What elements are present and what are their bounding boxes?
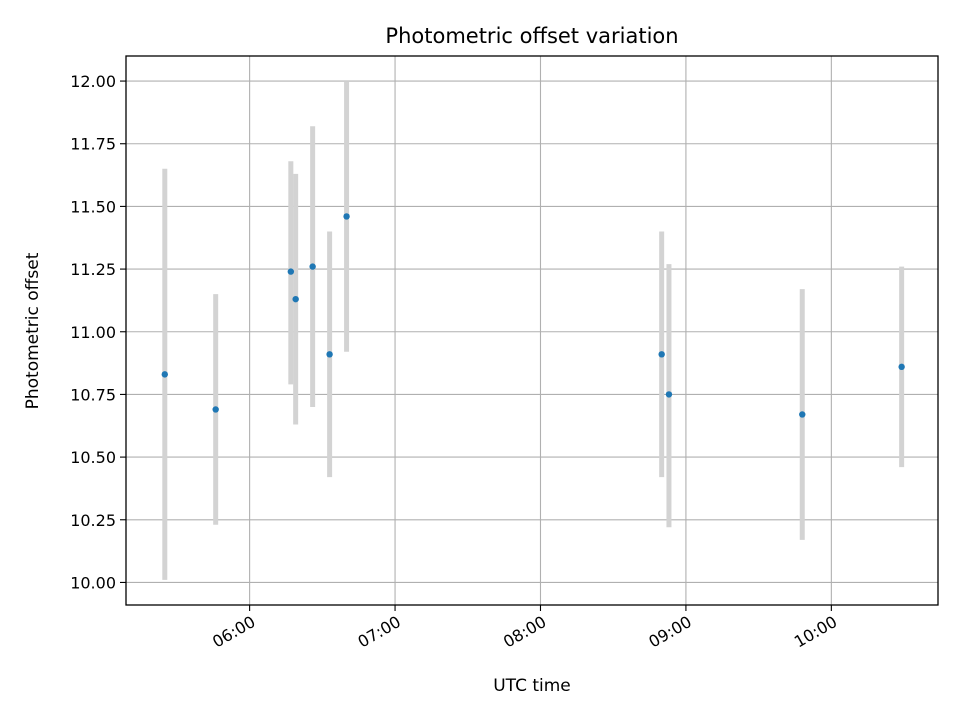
- y-tick-label: 12.00: [70, 72, 116, 91]
- data-point: [309, 263, 316, 270]
- y-tick-label: 11.00: [70, 323, 116, 342]
- data-point: [287, 268, 295, 275]
- y-axis-title: Photometric offset: [23, 252, 43, 409]
- data-point: [326, 351, 333, 358]
- y-tick-label: 10.75: [70, 385, 116, 404]
- y-tick-label: 10.50: [70, 448, 116, 467]
- y-tick-label: 11.50: [70, 197, 116, 216]
- data-point: [212, 406, 219, 413]
- plot-frame: [125, 55, 939, 606]
- data-point: [343, 213, 350, 220]
- data-point: [161, 371, 168, 378]
- y-tick-label: 11.75: [70, 135, 116, 154]
- data-point: [898, 363, 905, 371]
- chart-title: Photometric offset variation: [385, 24, 678, 48]
- grid: [126, 56, 938, 605]
- data-point: [292, 295, 299, 303]
- data-point: [799, 411, 806, 418]
- data-points: [161, 213, 905, 418]
- y-tick-label: 11.25: [70, 260, 116, 279]
- data-point: [665, 391, 673, 398]
- x-axis-title: UTC time: [493, 676, 571, 696]
- data-point: [658, 351, 665, 358]
- y-tick-label: 10.00: [70, 573, 116, 592]
- y-tick-label: 10.25: [70, 511, 116, 530]
